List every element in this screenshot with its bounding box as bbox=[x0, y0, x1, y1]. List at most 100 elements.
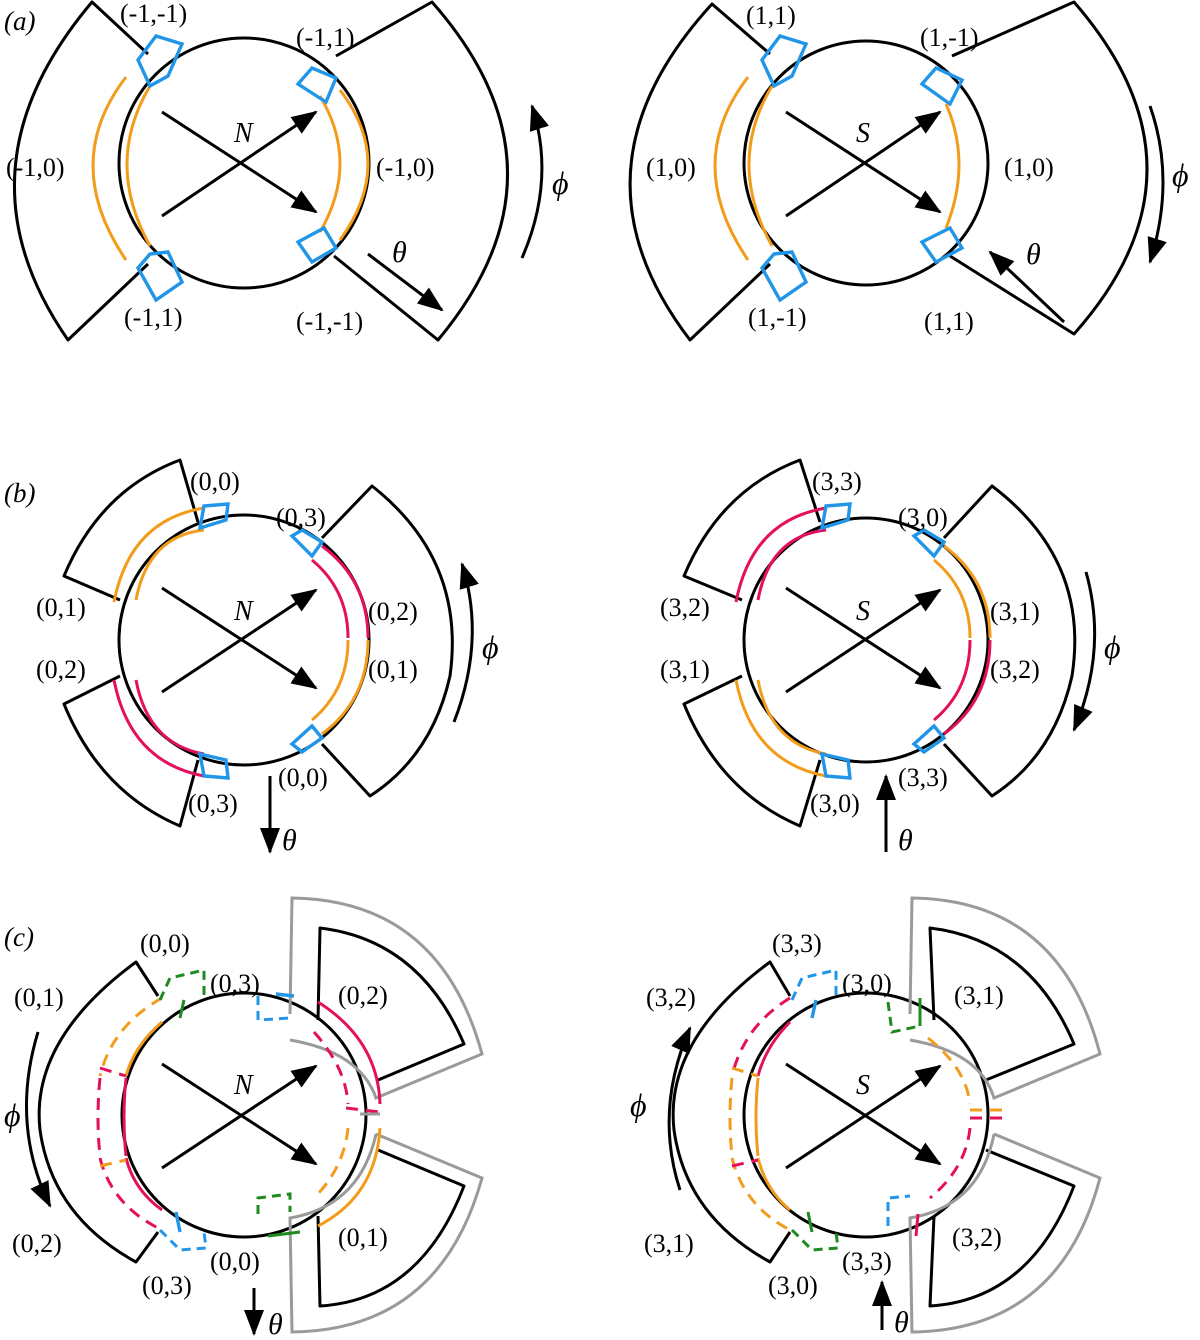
label-mid-right: (1,0) bbox=[1004, 153, 1054, 182]
boundary-cell-top-right-dashed bbox=[256, 996, 291, 1022]
label-bottom-left: (1,-1) bbox=[748, 303, 806, 332]
phi-symbol: ϕ bbox=[630, 1087, 647, 1123]
pole-label-south: S bbox=[856, 1070, 870, 1101]
strip-upper-left-outer bbox=[112, 506, 205, 603]
boundary-cell-top bbox=[819, 502, 852, 531]
boundary-cell-bottom-right bbox=[919, 225, 965, 265]
right-wedge-outline bbox=[949, 0, 1149, 336]
label-mid-left: (-1,0) bbox=[6, 153, 64, 182]
pole-label-south: S bbox=[856, 596, 870, 627]
gray-outline-upper bbox=[908, 896, 1102, 1101]
phi-symbol: ϕ bbox=[4, 1097, 21, 1133]
boundary-cell-bottom-right-dashed bbox=[256, 1192, 292, 1214]
label-top-left: (1,1) bbox=[746, 1, 796, 30]
label-bottom-right: (0,0) bbox=[278, 763, 328, 792]
strip-upper-right-inner bbox=[933, 558, 972, 639]
right-wedge-outline bbox=[333, 0, 509, 342]
tick-left-upper bbox=[731, 1066, 759, 1078]
north-arrow-descending bbox=[161, 586, 318, 690]
label-bottom-left: (0,3) bbox=[188, 789, 238, 818]
strip-left-inner-upper bbox=[124, 1020, 163, 1077]
label-right-lower: (3,2) bbox=[990, 655, 1040, 684]
boundary-cell-bottom-left bbox=[819, 751, 852, 780]
tick-left-upper bbox=[99, 1066, 127, 1078]
panel-c-label: (c) bbox=[4, 922, 34, 952]
label-left-upper: (0,1) bbox=[36, 593, 86, 622]
strip-lower-right-outer bbox=[321, 639, 370, 736]
label-top-right: (3,0) bbox=[898, 503, 948, 532]
strip-right-upper-inner bbox=[312, 1031, 350, 1105]
wedge-right-upper bbox=[928, 926, 1076, 1082]
strip-lower-right-inner bbox=[933, 639, 972, 722]
phi-symbol: ϕ bbox=[1104, 629, 1121, 665]
label-right-lower: (0,1) bbox=[338, 1223, 388, 1252]
label-top-right: (3,0) bbox=[842, 969, 892, 998]
label-right-lower: (3,2) bbox=[952, 1223, 1002, 1252]
label-left-upper: (3,2) bbox=[660, 593, 710, 622]
pole-label-north: N bbox=[233, 596, 254, 627]
boundary-cell-bottom-right bbox=[295, 225, 339, 265]
tick-left-lower bbox=[99, 1158, 127, 1168]
strip-lower-right-outer bbox=[943, 639, 992, 736]
wedge-lower-left bbox=[62, 674, 200, 828]
label-bottom-right: (3,3) bbox=[842, 1247, 892, 1276]
theta-symbol: θ bbox=[282, 824, 297, 857]
wedge-right bbox=[320, 484, 454, 798]
strip-right-lower-inner bbox=[312, 1127, 350, 1200]
right-strip bbox=[944, 103, 961, 229]
north-arrow-ascending bbox=[161, 1064, 318, 1170]
left-strip-inner bbox=[125, 85, 152, 247]
strip-left-outer-upper bbox=[98, 996, 163, 1077]
right-strip-outer bbox=[338, 89, 370, 241]
boundary-cell-top-right-dashed bbox=[886, 1001, 921, 1034]
south-arrow-ascending bbox=[785, 588, 942, 694]
boundary-cell-bottom-solid bbox=[806, 1211, 814, 1233]
phi-arrow bbox=[1147, 105, 1167, 264]
strip-upper-left-inner bbox=[134, 528, 205, 601]
strip-left-inner-mid bbox=[754, 1077, 760, 1157]
boundary-cell-top-left bbox=[136, 34, 185, 89]
phi-arrow bbox=[452, 562, 479, 723]
south-arrow-ascending bbox=[785, 110, 942, 218]
central-sphere bbox=[742, 991, 990, 1239]
label-left-lower: (3,1) bbox=[660, 655, 710, 684]
boundary-cell-top bbox=[197, 502, 230, 531]
wedge-lower-left bbox=[682, 674, 822, 828]
label-bottom-left: (3,0) bbox=[768, 1271, 818, 1300]
boundary-cell-top-right bbox=[289, 528, 325, 559]
strip-left-inner-lower bbox=[124, 1157, 163, 1212]
strip-upper-right-outer bbox=[943, 544, 992, 639]
label-bottom-left: (0,3) bbox=[142, 1271, 192, 1300]
boundary-cell-bottom-right bbox=[289, 723, 325, 755]
pole-label-north: N bbox=[233, 1070, 254, 1101]
boundary-cell-bottom-left bbox=[759, 250, 809, 303]
north-arrow-descending bbox=[161, 1062, 318, 1166]
theta-arrow bbox=[367, 252, 444, 312]
strip-right-lower-inner bbox=[929, 1127, 972, 1200]
label-right-upper: (3,1) bbox=[954, 981, 1004, 1010]
label-mid-left: (1,0) bbox=[646, 153, 696, 182]
theta-symbol: θ bbox=[392, 236, 407, 269]
boundary-cell-bottom-dashed bbox=[790, 1228, 840, 1252]
panel-a-left: (a) N ϕ θ (-1,-1) (-1,1) (-1,0) (-1,0) (… bbox=[4, 0, 569, 342]
south-arrow-ascending bbox=[785, 1064, 942, 1170]
phi-symbol: ϕ bbox=[1172, 157, 1189, 193]
label-left-bottom: (3,1) bbox=[644, 1229, 694, 1258]
left-strip-outer bbox=[713, 76, 750, 261]
boundary-cell-bottom-dashed bbox=[158, 1228, 208, 1252]
strip-right-upper-inner bbox=[927, 1036, 972, 1105]
theta-arrow bbox=[988, 250, 1066, 324]
wedge-right bbox=[942, 484, 1077, 798]
right-strip-inner bbox=[318, 95, 342, 233]
boundary-cell-top-right bbox=[919, 65, 965, 107]
label-right-upper: (3,1) bbox=[990, 597, 1040, 626]
panel-b-left: (b) N ϕ θ (0,0) (0,3) (0,1) (0,2) (0,2 bbox=[4, 458, 499, 857]
theta-symbol: θ bbox=[898, 824, 913, 857]
boundary-cell-top-right bbox=[295, 65, 339, 105]
panel-c-left: (c) bbox=[4, 896, 484, 1340]
south-arrow-descending bbox=[785, 1062, 942, 1166]
boundary-cell-top-solid bbox=[178, 999, 186, 1019]
phi-arrow bbox=[1072, 571, 1097, 732]
strip-left-outer-mid bbox=[96, 1077, 102, 1157]
south-arrow-descending bbox=[785, 586, 942, 690]
